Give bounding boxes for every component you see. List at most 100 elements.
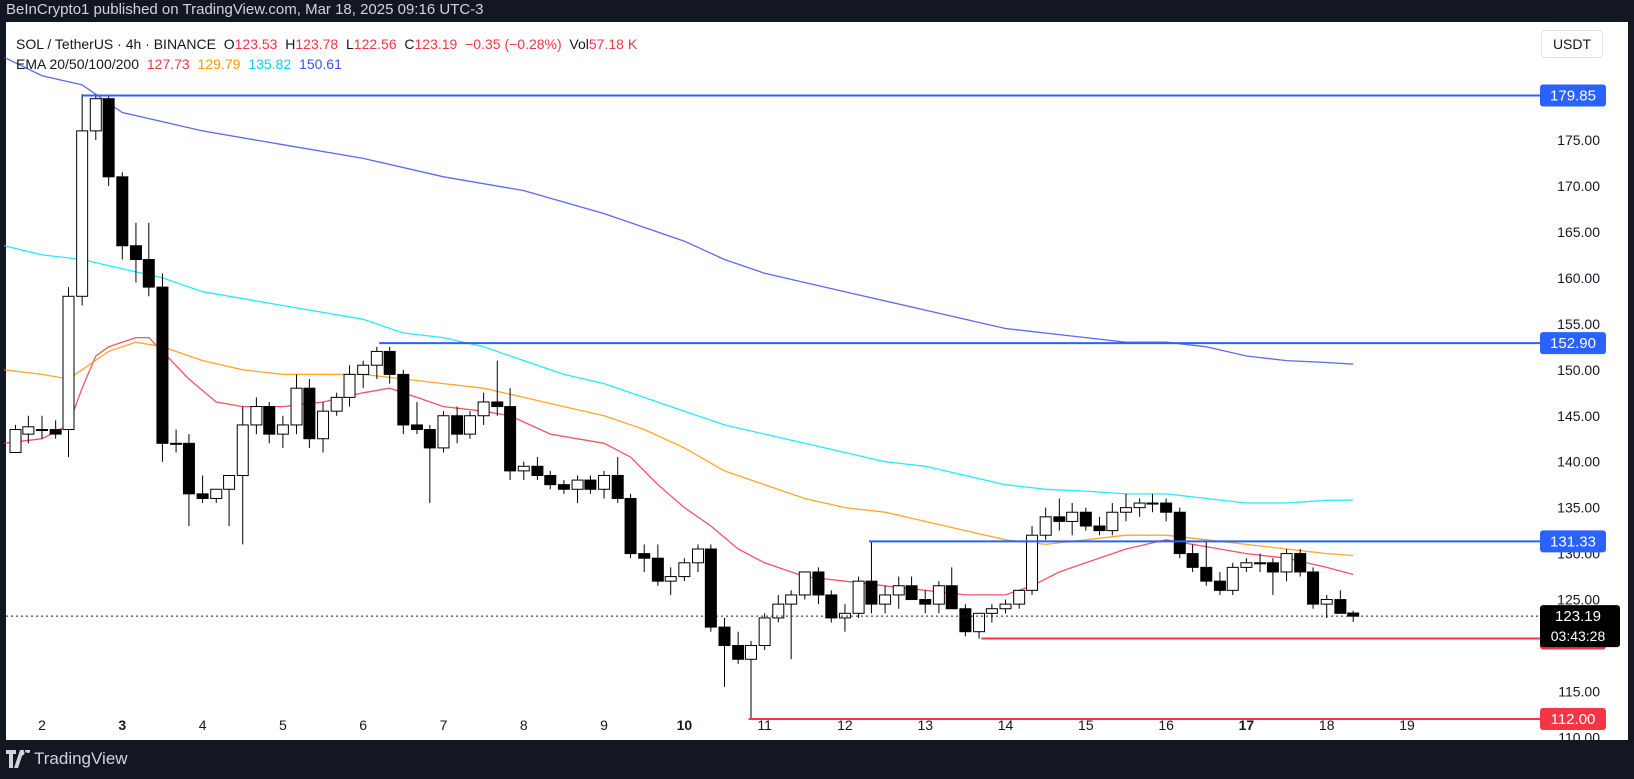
y-tick-label: 160.00 <box>1557 270 1600 286</box>
candle <box>156 286 169 444</box>
candle <box>437 415 450 449</box>
current-price-tag <box>1540 605 1620 648</box>
candle <box>571 479 584 490</box>
candle <box>102 98 115 178</box>
candle <box>879 594 892 605</box>
candle <box>973 612 986 633</box>
candle <box>1066 511 1079 522</box>
candle <box>825 594 838 619</box>
y-tick-label: 115.00 <box>1558 683 1600 699</box>
y-tick-label: 135.00 <box>1557 500 1600 516</box>
x-tick-label: 9 <box>600 717 608 733</box>
candle <box>290 387 303 426</box>
candle <box>89 98 102 132</box>
y-tick-label: 140.00 <box>1557 454 1600 470</box>
candle <box>370 350 383 366</box>
bar-countdown-label: 03:43:28 <box>1551 628 1606 644</box>
level-price-tag <box>1540 332 1606 355</box>
candle <box>624 497 637 555</box>
candle <box>1254 562 1267 565</box>
candle <box>423 429 436 449</box>
candle <box>1200 566 1213 582</box>
level-price-label: 112.00 <box>1551 711 1596 728</box>
candle <box>838 612 851 619</box>
chart-legend: SOL / TetherUS · 4h · BINANCE O123.53 H1… <box>16 34 637 74</box>
candle <box>785 594 798 605</box>
open-label: O <box>223 36 235 52</box>
x-tick-label: 15 <box>1078 717 1094 733</box>
candle <box>544 474 557 486</box>
currency-button[interactable]: USDT <box>1541 30 1603 58</box>
symbol-label[interactable]: SOL / TetherUS · 4h · BINANCE <box>16 36 216 52</box>
candle <box>865 580 878 605</box>
candle <box>49 429 62 435</box>
candle <box>1106 511 1119 532</box>
candle <box>1026 534 1039 591</box>
candle <box>383 350 396 375</box>
ema-row: EMA 20/50/100/200 127.73 129.79 135.82 1… <box>16 54 637 74</box>
change-value: −0.35 (−0.28%) <box>465 36 562 52</box>
candle <box>22 426 35 435</box>
close-value: 123.19 <box>414 36 458 52</box>
candle <box>999 603 1012 610</box>
candle <box>798 571 811 596</box>
level-price-tag <box>1540 708 1606 730</box>
candle <box>905 585 918 601</box>
candle <box>611 474 624 499</box>
candle <box>985 608 998 614</box>
x-tick-label: 12 <box>837 717 853 733</box>
candle <box>223 474 236 490</box>
low-value: 122.56 <box>353 36 397 52</box>
candle <box>732 644 745 660</box>
publisher-bar: BeInCrypto1 published on TradingView.com… <box>0 0 1634 22</box>
candle <box>263 406 276 435</box>
candle <box>116 176 129 247</box>
candle <box>463 415 476 435</box>
ema200-value: 150.61 <box>299 56 342 72</box>
ema50-value: 129.79 <box>197 56 241 72</box>
candle <box>210 488 223 499</box>
level-price-label: 179.85 <box>1550 88 1596 105</box>
high-label: H <box>285 36 296 52</box>
x-tick-label: 8 <box>520 717 528 733</box>
candle <box>491 401 504 408</box>
candle <box>1160 502 1173 513</box>
candle <box>959 608 972 633</box>
x-tick-label: 16 <box>1158 717 1174 733</box>
candle <box>704 548 717 628</box>
footer-brand[interactable]: TradingView <box>34 749 128 768</box>
candle <box>945 585 958 610</box>
x-tick-label: 6 <box>359 717 367 733</box>
ohlc-row: SOL / TetherUS · 4h · BINANCE O123.53 H1… <box>16 34 637 54</box>
low-label: L <box>345 36 354 52</box>
candle <box>758 617 771 646</box>
candle <box>557 484 570 490</box>
level-price-label: 131.33 <box>1550 533 1596 550</box>
candle <box>62 295 75 431</box>
ema-line-ema50 <box>4 341 1354 557</box>
candle <box>1240 562 1253 568</box>
high-value: 123.78 <box>295 36 339 52</box>
candle <box>76 130 89 297</box>
candle <box>1079 511 1092 527</box>
ema-line-ema20 <box>4 336 1354 596</box>
candle <box>1093 525 1106 532</box>
candle <box>142 259 155 288</box>
candle <box>919 599 932 605</box>
candle <box>744 644 757 660</box>
candle <box>357 364 370 375</box>
x-tick-label: 18 <box>1319 717 1335 733</box>
candle <box>692 548 705 564</box>
candle <box>638 553 651 559</box>
candle <box>1039 516 1052 536</box>
candle <box>852 580 865 614</box>
ema-label[interactable]: EMA 20/50/100/200 <box>16 56 139 72</box>
candle <box>1347 612 1360 617</box>
x-tick-label: 13 <box>917 717 933 733</box>
x-tick-label: 14 <box>998 717 1014 733</box>
chart-panel[interactable] <box>6 22 1628 740</box>
candle <box>932 585 945 605</box>
candle <box>664 576 677 582</box>
candle <box>1053 516 1066 522</box>
